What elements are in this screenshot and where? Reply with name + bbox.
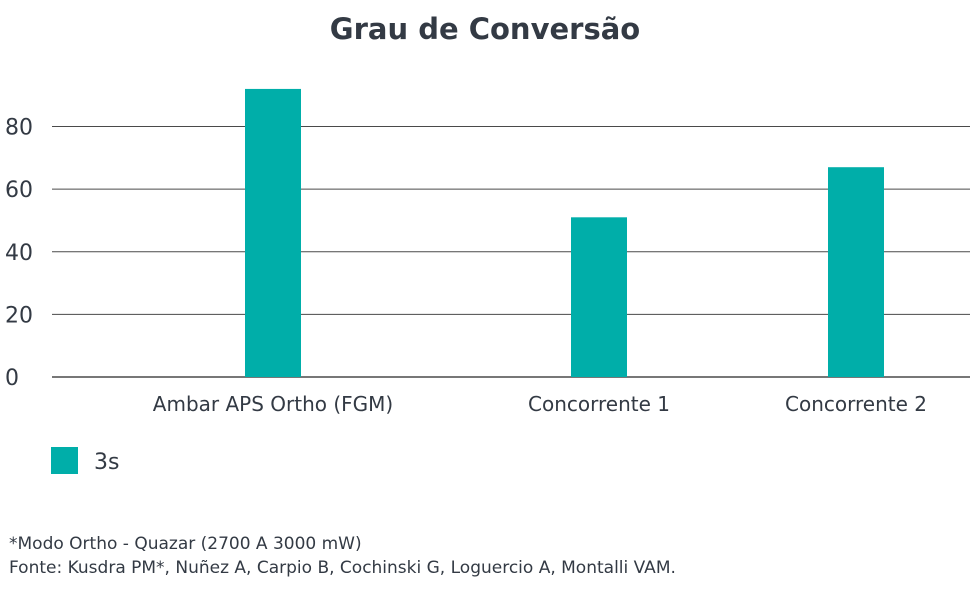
y-tick-label: 0	[5, 366, 19, 391]
bar-chart: Grau de Conversão 0 20 40 60 80 Ambar APS Or…	[5, 12, 970, 475]
chart-footnotes: *Modo Ortho - Quazar (2700 A 3000 mW) Fo…	[9, 532, 676, 580]
y-axis-ticks: 0 20 40 60 80	[5, 116, 33, 392]
x-category-label: Concorrente 2	[785, 392, 927, 416]
x-axis-categories: Ambar APS Ortho (FGM) Concorrente 1 Concor…	[153, 392, 927, 416]
gridlines	[52, 126, 970, 378]
bar-3	[828, 167, 884, 377]
chart-title: Grau de Conversão	[330, 12, 640, 46]
y-tick-label: 80	[5, 116, 33, 141]
footnote-mode: *Modo Ortho - Quazar (2700 A 3000 mW)	[9, 534, 362, 554]
x-category-label: Ambar APS Ortho (FGM)	[153, 392, 393, 416]
y-tick-label: 20	[5, 303, 33, 328]
legend-label-3s: 3s	[94, 450, 119, 475]
legend: 3s	[51, 447, 119, 475]
y-tick-label: 60	[5, 178, 33, 203]
footnote-source: Fonte: Kusdra PM*, Nuñez A, Carpio B, Co…	[9, 558, 676, 578]
x-category-label: Concorrente 1	[528, 392, 670, 416]
y-tick-label: 40	[5, 241, 33, 266]
bar-2	[571, 217, 627, 377]
legend-swatch-3s	[51, 447, 78, 474]
bars	[245, 88, 884, 378]
bar-1	[245, 88, 301, 378]
